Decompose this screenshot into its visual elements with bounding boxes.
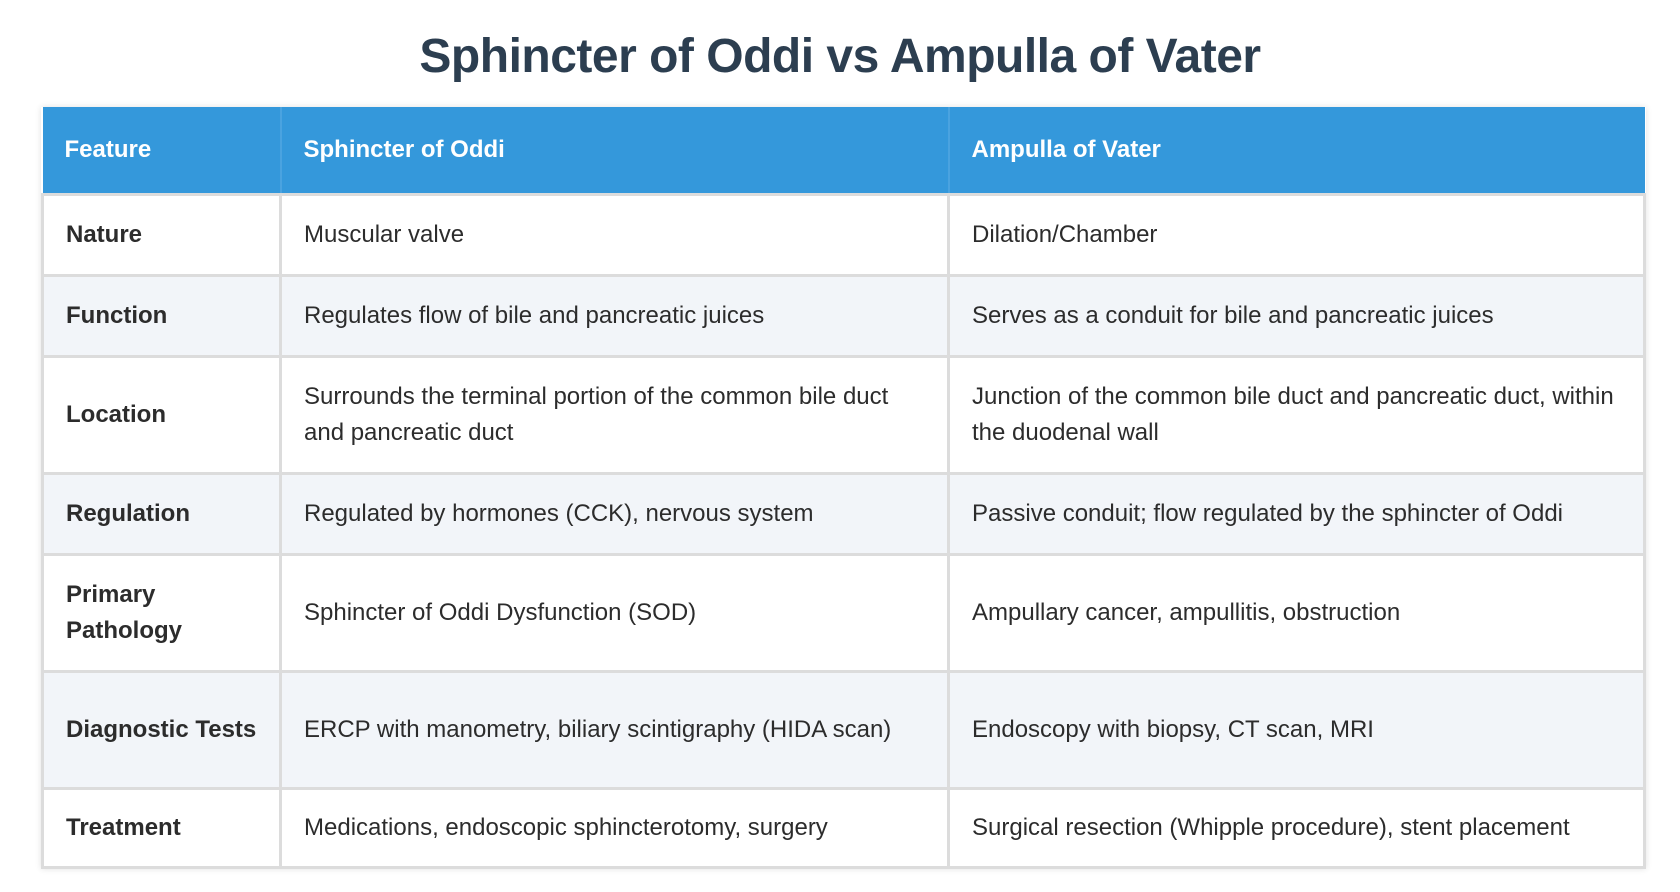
- ampulla-cell: Passive conduit; flow regulated by the s…: [947, 472, 1646, 556]
- table-row: Nature Muscular valve Dilation/Chamber: [41, 193, 1646, 277]
- feature-cell: Location: [41, 355, 282, 475]
- feature-cell: Regulation: [41, 472, 282, 556]
- sphincter-cell: Medications, endoscopic sphincterotomy, …: [279, 787, 950, 869]
- header-feature: Feature: [42, 107, 282, 195]
- table-row: Regulation Regulated by hormones (CCK), …: [41, 472, 1646, 556]
- ampulla-cell: Serves as a conduit for bile and pancrea…: [947, 274, 1646, 358]
- sphincter-cell: Regulates flow of bile and pancreatic ju…: [279, 274, 950, 358]
- ampulla-cell: Junction of the common bile duct and pan…: [947, 355, 1646, 475]
- sphincter-cell: Surrounds the terminal portion of the co…: [279, 355, 950, 475]
- ampulla-cell: Surgical resection (Whipple procedure), …: [947, 787, 1646, 869]
- feature-cell: Function: [41, 274, 282, 358]
- table-row: Function Regulates flow of bile and panc…: [41, 274, 1646, 358]
- table-row: Location Surrounds the terminal portion …: [41, 355, 1646, 475]
- page-title: Sphincter of Oddi vs Ampulla of Vater: [419, 30, 1261, 83]
- feature-cell: Treatment: [41, 787, 282, 869]
- sphincter-cell: Sphincter of Oddi Dysfunction (SOD): [279, 553, 950, 673]
- table-header: Feature Sphincter of Oddi Ampulla of Vat…: [42, 107, 1645, 195]
- comparison-table: Feature Sphincter of Oddi Ampulla of Vat…: [41, 107, 1646, 869]
- header-ampulla-of-vater: Ampulla of Vater: [948, 107, 1645, 195]
- table-row: Treatment Medications, endoscopic sphinc…: [41, 787, 1646, 869]
- table-row: Diagnostic Tests ERCP with manometry, bi…: [41, 670, 1646, 790]
- sphincter-cell: ERCP with manometry, biliary scintigraph…: [279, 670, 950, 790]
- feature-cell: Nature: [41, 193, 282, 277]
- comparison-table-container: Feature Sphincter of Oddi Ampulla of Vat…: [41, 107, 1646, 869]
- table-row: Primary Pathology Sphincter of Oddi Dysf…: [41, 553, 1646, 673]
- sphincter-cell: Regulated by hormones (CCK), nervous sys…: [279, 472, 950, 556]
- ampulla-cell: Dilation/Chamber: [947, 193, 1646, 277]
- feature-cell: Primary Pathology: [41, 553, 282, 673]
- ampulla-cell: Endoscopy with biopsy, CT scan, MRI: [947, 670, 1646, 790]
- table-body: Nature Muscular valve Dilation/Chamber F…: [41, 193, 1646, 869]
- sphincter-cell: Muscular valve: [279, 193, 950, 277]
- ampulla-cell: Ampullary cancer, ampullitis, obstructio…: [947, 553, 1646, 673]
- feature-cell: Diagnostic Tests: [41, 670, 282, 790]
- header-sphincter-of-oddi: Sphincter of Oddi: [280, 107, 950, 195]
- header-row: Feature Sphincter of Oddi Ampulla of Vat…: [42, 107, 1645, 195]
